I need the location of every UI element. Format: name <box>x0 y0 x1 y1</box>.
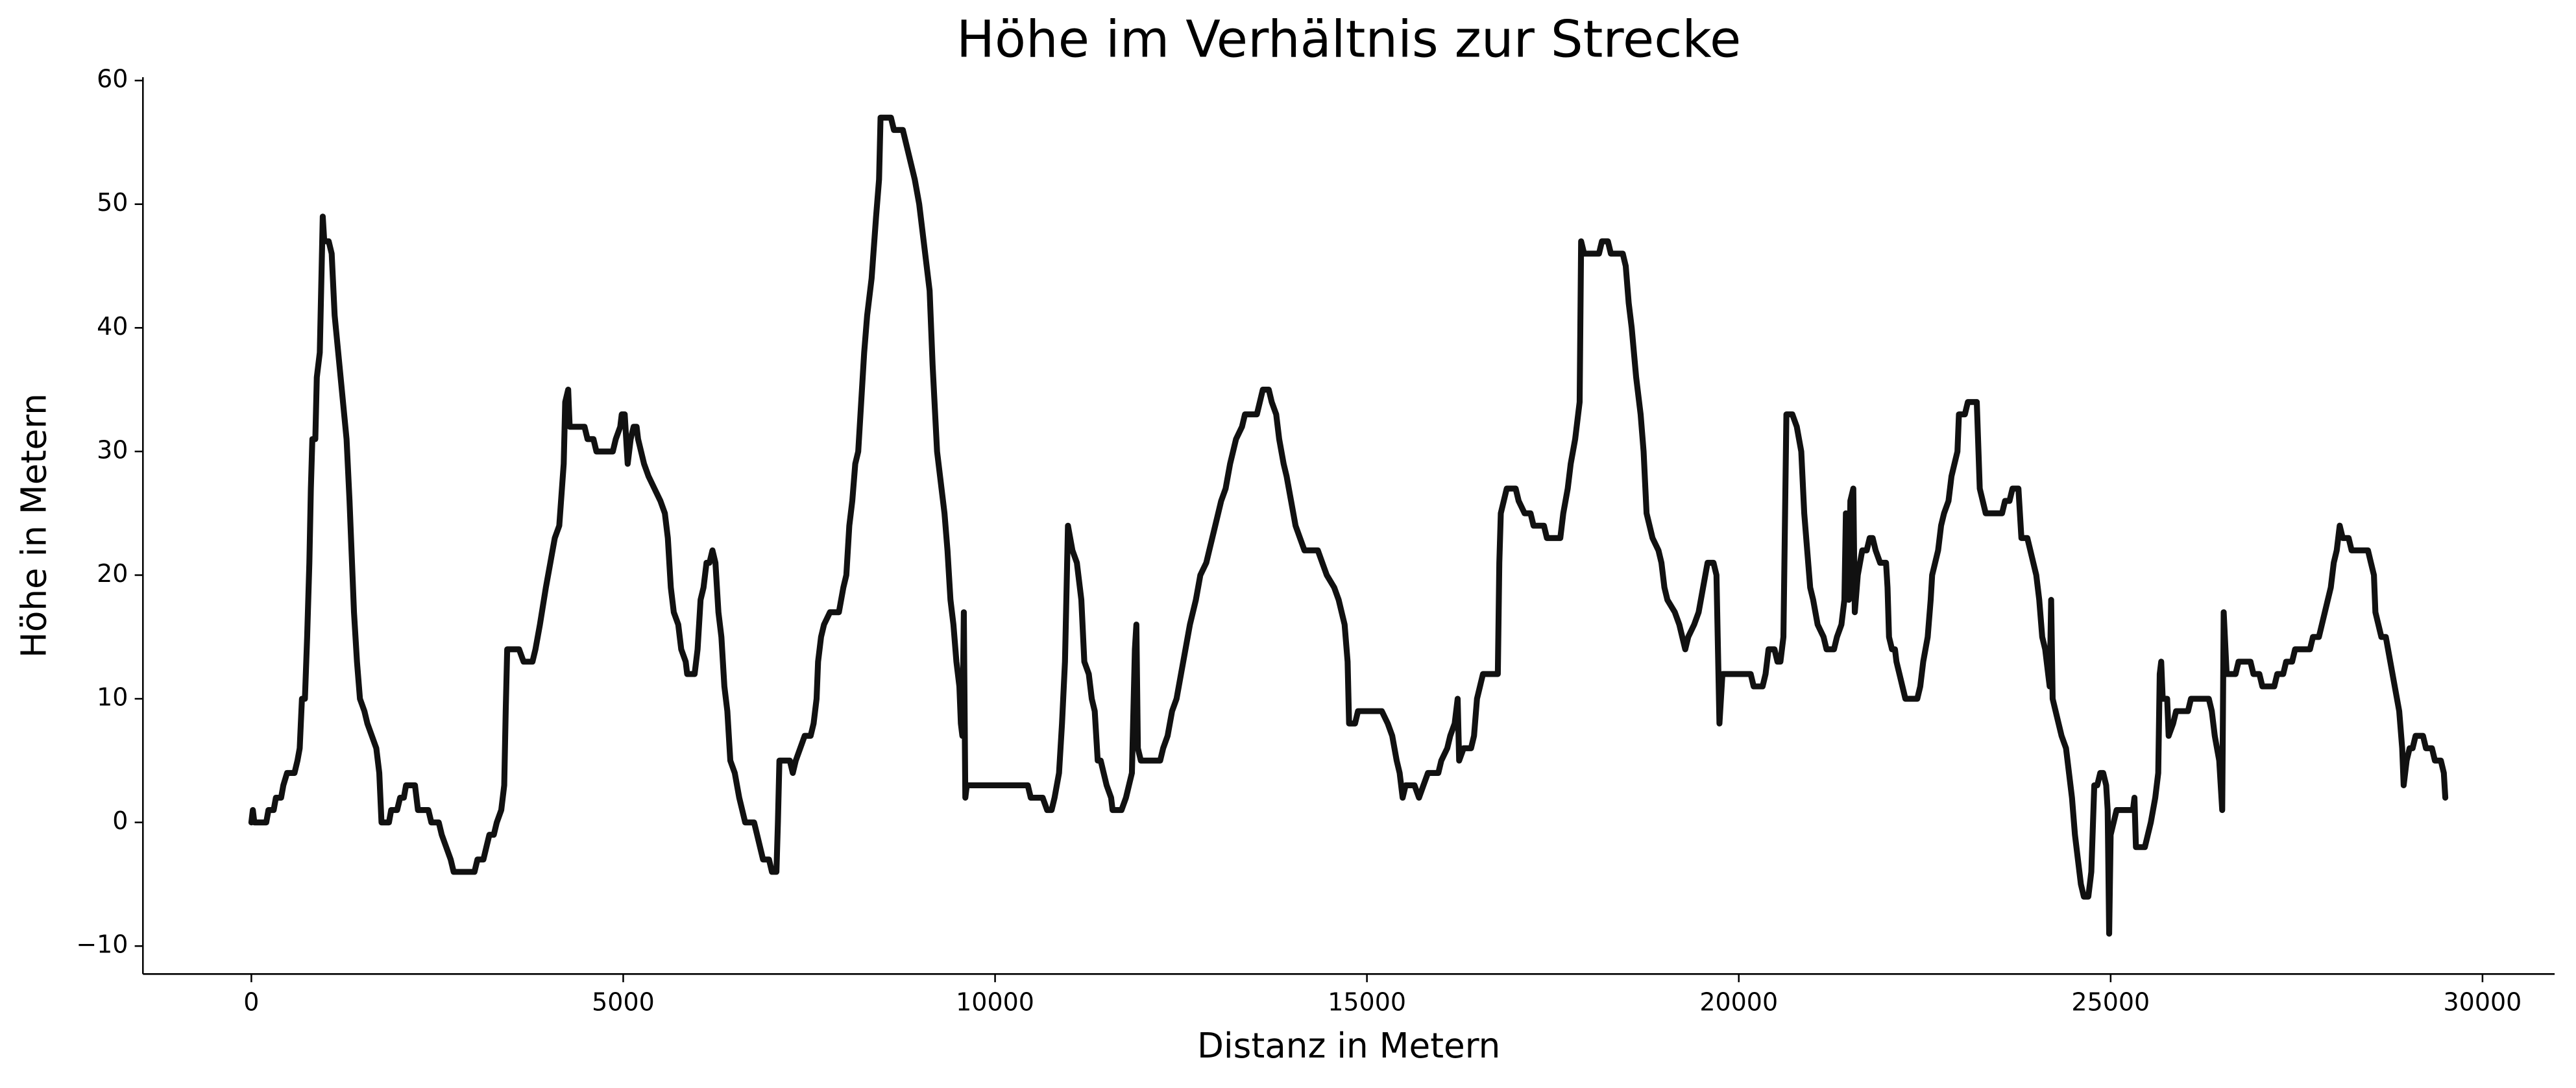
x-tick-label: 0 <box>243 987 259 1016</box>
x-tick-label: 20000 <box>1699 987 1778 1016</box>
y-tick-label: 30 <box>97 435 128 464</box>
elevation-line <box>248 114 2449 937</box>
chart-title: Höhe im Verhältnis zur Strecke <box>956 9 1741 69</box>
x-tick-label: 30000 <box>2444 987 2522 1016</box>
y-tick-label: 40 <box>97 312 128 341</box>
y-tick-label: 60 <box>97 65 128 93</box>
y-tick-label: 20 <box>97 559 128 588</box>
x-tick-label: 10000 <box>956 987 1034 1016</box>
y-tick-label: 10 <box>97 683 128 712</box>
x-tick-label: 5000 <box>592 987 655 1016</box>
y-tick-label: 50 <box>97 188 128 217</box>
x-axis-label: Distanz in Metern <box>1197 1026 1500 1066</box>
y-tick-label: −10 <box>76 930 128 959</box>
y-axis-label: Höhe in Metern <box>14 393 54 658</box>
y-tick-label: 0 <box>112 806 128 835</box>
x-tick-label: 25000 <box>2071 987 2150 1016</box>
x-tick-label: 15000 <box>1328 987 1406 1016</box>
